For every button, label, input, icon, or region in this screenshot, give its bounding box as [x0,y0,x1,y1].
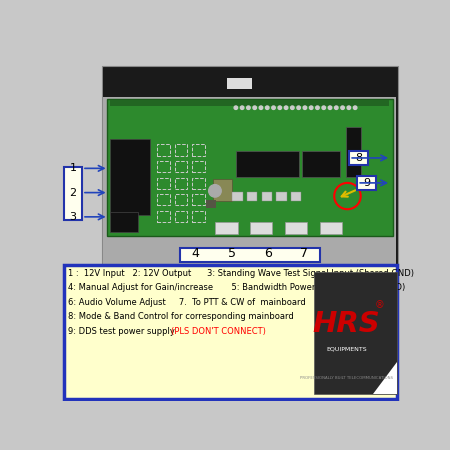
Text: PROFESSIONALLY BUILT TELECOMMUNICATIONS: PROFESSIONALLY BUILT TELECOMMUNICATIONS [300,376,393,380]
Bar [158,161,170,172]
Bar [110,139,150,215]
Text: 9: 9 [363,178,370,188]
Circle shape [297,106,301,109]
Bar [110,212,138,233]
Bar [158,178,170,189]
Bar [227,78,252,89]
Bar [175,144,187,156]
Circle shape [266,106,269,109]
Text: 4: Manual Adjust for Gain/increase       5: Bandwidth Power Adjust (Shared GND): 4: Manual Adjust for Gain/increase 5: Ba… [68,284,406,292]
Circle shape [209,184,221,197]
Bar [192,178,205,189]
Text: 3: 3 [69,212,76,222]
Bar [64,166,82,220]
Circle shape [291,106,294,109]
Bar [285,222,307,234]
Circle shape [247,106,250,109]
Bar [192,144,205,156]
Text: 1: 1 [69,163,76,173]
Circle shape [259,106,263,109]
Bar [180,248,320,262]
Text: 6: 6 [264,247,272,260]
Bar [206,199,216,208]
Bar [192,161,205,172]
Bar [158,211,170,222]
Bar [232,192,243,201]
Bar [192,211,205,222]
Bar [346,127,361,177]
Text: HRS: HRS [313,310,381,338]
Bar [276,192,287,201]
Circle shape [303,106,306,109]
Bar [175,211,187,222]
Bar [104,68,396,264]
Text: 5: 5 [228,247,236,260]
Bar [110,100,389,106]
Circle shape [341,106,344,109]
Circle shape [310,106,313,109]
Bar [314,272,396,394]
Circle shape [253,106,256,109]
Text: 6: Audio Volume Adjust     7.  To PTT & CW of  mainboard: 6: Audio Volume Adjust 7. To PTT & CW of… [68,298,306,307]
Bar [261,192,272,201]
Text: 4: 4 [192,247,200,260]
Text: ®: ® [375,300,384,310]
Circle shape [278,106,282,109]
Bar [175,194,187,205]
Circle shape [347,106,351,109]
Circle shape [334,106,338,109]
Bar [175,161,187,172]
Bar [215,222,238,234]
Circle shape [316,106,319,109]
Bar [107,99,393,236]
Bar [64,266,397,399]
Text: 7: 7 [300,247,308,260]
Bar [291,192,302,201]
Bar [102,66,398,265]
Circle shape [240,106,244,109]
Text: EQUIPMENTS: EQUIPMENTS [326,346,367,351]
Circle shape [284,106,288,109]
Circle shape [272,106,275,109]
Text: 1 :  12V Input   2: 12V Output      3: Standing Wave Test Signal Input (Shared G: 1 : 12V Input 2: 12V Output 3: Standing … [68,269,414,278]
Bar [158,194,170,205]
Circle shape [353,106,357,109]
Bar [250,222,273,234]
Text: 8: 8 [355,153,362,163]
Text: 8: Mode & Band Control for corresponding mainboard: 8: Mode & Band Control for corresponding… [68,312,294,321]
Bar [213,179,232,201]
Text: (PLS DON'T CONNECT): (PLS DON'T CONNECT) [171,327,266,336]
Bar [247,192,257,201]
Text: 9: DDS test power supply: 9: DDS test power supply [68,327,178,336]
Bar [349,151,369,165]
Bar [357,176,376,190]
Circle shape [234,106,238,109]
Circle shape [328,106,332,109]
Bar [320,222,342,234]
Bar [158,144,170,156]
Bar [302,151,341,177]
Text: 2: 2 [69,188,76,198]
Bar [236,151,299,177]
Circle shape [322,106,325,109]
Bar [192,194,205,205]
Polygon shape [373,362,396,394]
Bar [104,68,396,97]
Bar [175,178,187,189]
